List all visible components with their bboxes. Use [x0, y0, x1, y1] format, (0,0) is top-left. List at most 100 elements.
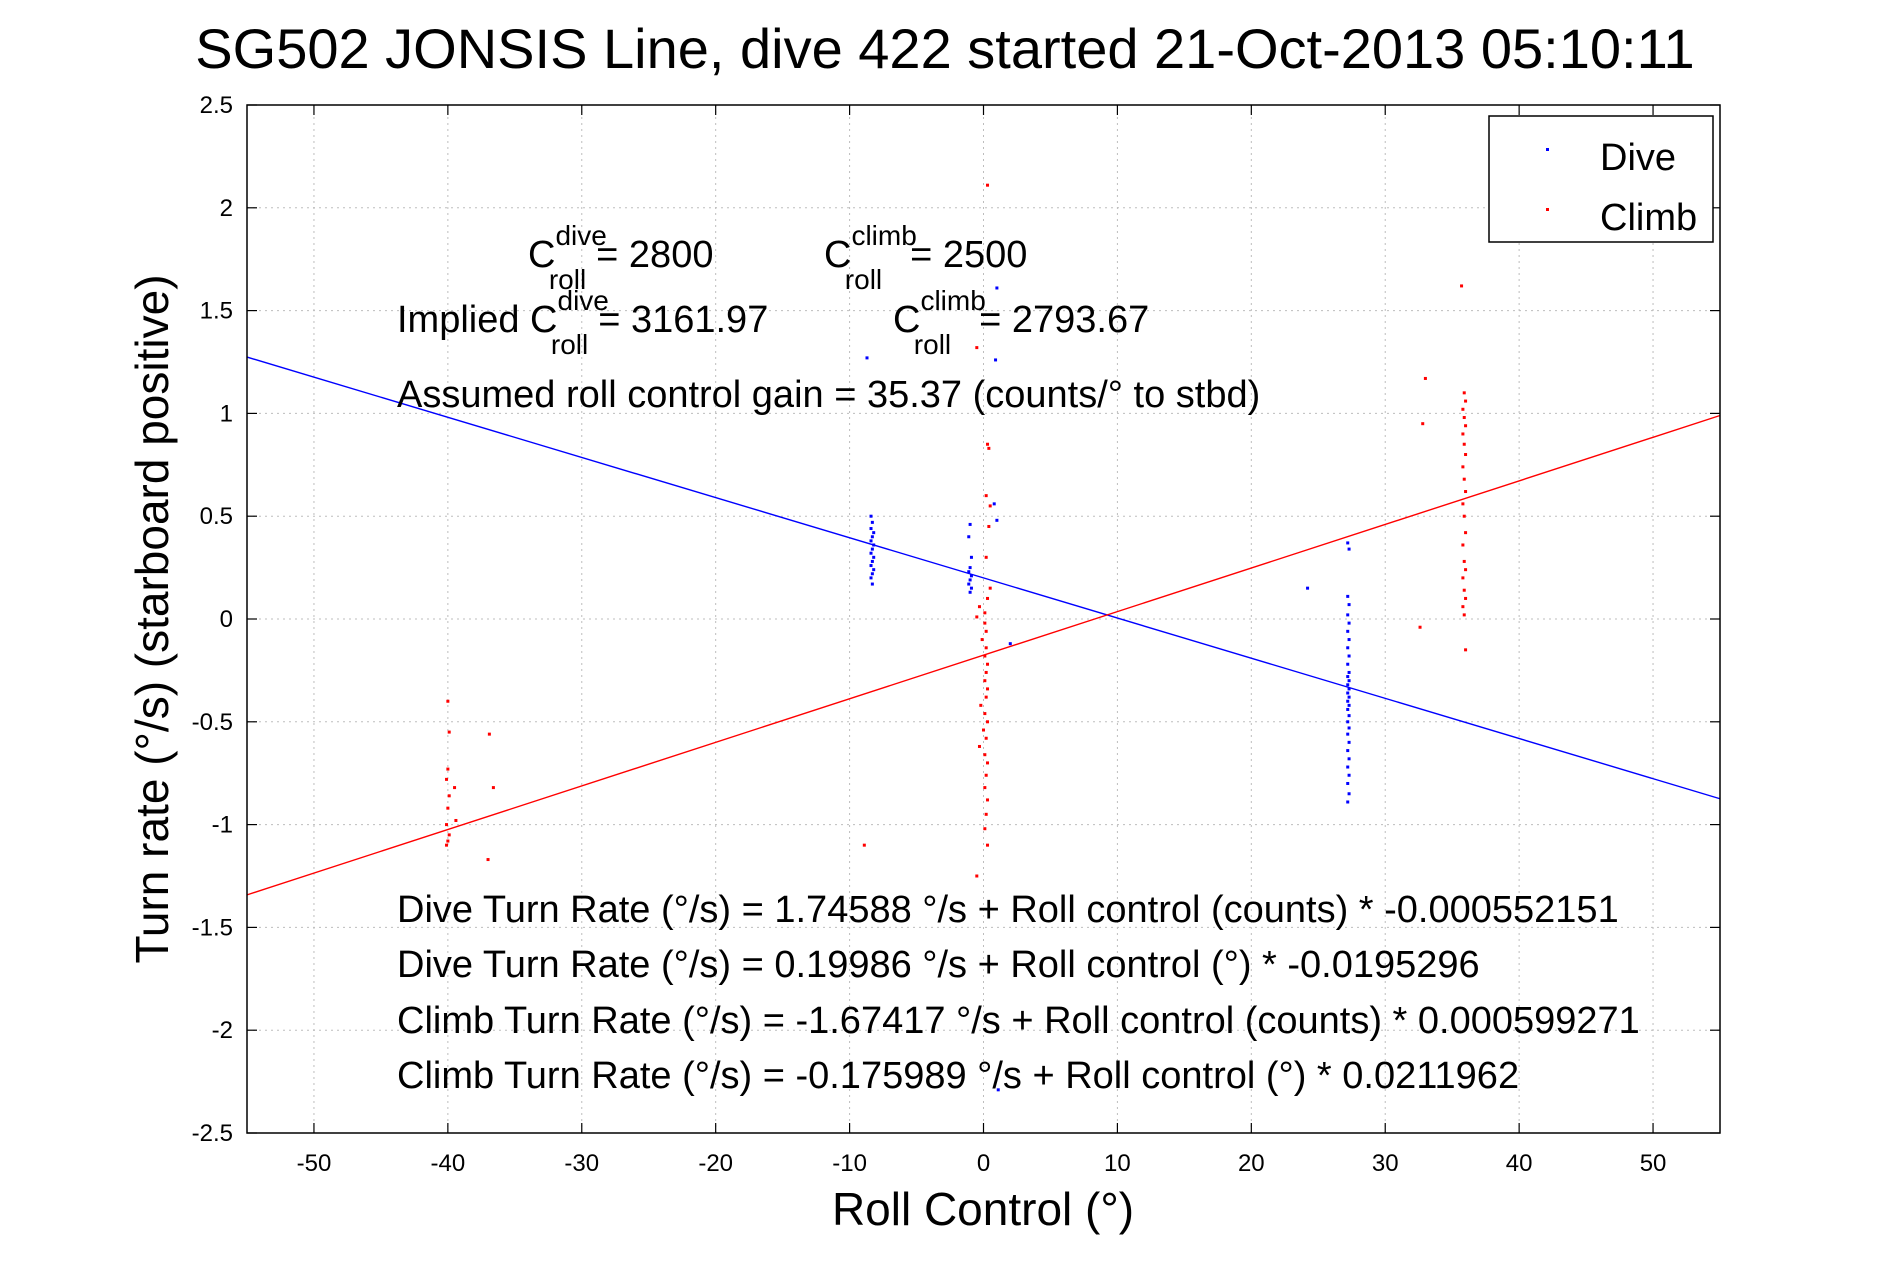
climb-point — [487, 732, 491, 736]
dive-point — [872, 531, 876, 535]
climb-point — [983, 786, 987, 790]
climb-point — [1421, 422, 1425, 426]
dive-point — [1347, 726, 1351, 730]
dive-point — [869, 539, 873, 543]
y-axis-label: Turn rate (°/s) (starboard positive) — [126, 274, 178, 963]
climb-point — [446, 699, 450, 703]
dive-point — [968, 522, 972, 526]
y-tick-label: 1.5 — [200, 298, 233, 325]
dive-point — [1346, 732, 1350, 736]
dive-point — [967, 535, 971, 539]
dive-point — [1008, 642, 1012, 646]
climb-point — [982, 728, 985, 732]
dive-point — [1347, 703, 1351, 707]
climb-point — [1462, 613, 1466, 617]
climb-point — [1418, 625, 1422, 629]
y-tick-label: -2 — [212, 1017, 233, 1044]
climb-point — [977, 605, 981, 609]
dive-point — [1346, 662, 1350, 666]
dive-point — [1347, 670, 1351, 674]
implied-c-roll-dive: Implied Cdive roll= 3161.97 — [397, 285, 768, 360]
climb-point — [987, 446, 991, 450]
dive-point — [869, 551, 873, 555]
climb-point — [1462, 559, 1466, 563]
dive-point — [1346, 699, 1350, 703]
climb-point — [1464, 531, 1468, 535]
dive-point — [1347, 714, 1351, 718]
equation-dive-counts: Dive Turn Rate (°/s) = 1.74588 °/s + Rol… — [397, 889, 1619, 931]
dive-point — [1346, 765, 1350, 769]
dive-point — [865, 356, 869, 360]
dive-point — [1346, 800, 1350, 804]
climb-point — [1462, 477, 1466, 481]
y-tick-label: 2.5 — [200, 92, 233, 119]
equation-climb-counts: Climb Turn Rate (°/s) = -1.67417 °/s + R… — [397, 1000, 1640, 1042]
climb-point — [1462, 514, 1466, 518]
chart-title: SG502 JONSIS Line, dive 422 started 21-O… — [195, 17, 1694, 80]
dive-point — [1347, 687, 1351, 691]
dive-point — [1346, 749, 1350, 753]
dive-point — [870, 535, 874, 539]
dive-point — [1346, 594, 1350, 598]
data-points — [445, 183, 1468, 1092]
climb-point — [988, 586, 992, 590]
dive-point — [872, 568, 876, 572]
climb-point — [491, 786, 495, 790]
y-tick-label: 2 — [220, 195, 233, 222]
climb-point — [454, 818, 458, 822]
dive-point — [870, 582, 874, 586]
climb-point — [446, 767, 450, 771]
dive-point — [1347, 679, 1351, 683]
climb-point — [986, 687, 990, 691]
y-tick-label: -2.5 — [192, 1120, 233, 1147]
dive-point — [870, 559, 874, 563]
climb-point — [984, 646, 988, 650]
legend: Dive Climb — [1488, 115, 1714, 243]
climb-point — [983, 621, 987, 625]
dive-point — [870, 547, 874, 551]
climb-point — [987, 524, 991, 528]
climb-point — [986, 442, 990, 446]
climb-point — [1460, 284, 1464, 288]
climb-point — [980, 638, 984, 642]
climb-point — [986, 720, 990, 724]
climb-point — [1464, 399, 1468, 403]
climb-point — [983, 611, 987, 615]
climb-point — [862, 843, 866, 847]
dive-point — [1347, 695, 1351, 699]
series-dive — [865, 286, 1351, 1092]
y-tick-label: -0.5 — [192, 709, 233, 736]
climb-point — [1461, 407, 1465, 411]
x-tick-label: 10 — [1104, 1150, 1131, 1177]
c-roll-climb: Cclimb roll= 2500 — [824, 220, 1027, 295]
dive-point — [1347, 621, 1351, 625]
climb-point — [447, 833, 451, 837]
dive-point — [870, 520, 874, 524]
x-tick-label: -40 — [431, 1150, 466, 1177]
dive-point — [1347, 740, 1351, 744]
climb-point — [1461, 605, 1465, 609]
assumed-gain: Assumed roll control gain = 35.37 (count… — [397, 374, 1260, 416]
y-tick-label: 1 — [220, 400, 233, 427]
x-tick-label: -50 — [297, 1150, 332, 1177]
dive-point — [1346, 675, 1350, 679]
climb-point — [445, 843, 449, 847]
climb-point — [1462, 588, 1466, 592]
y-tick-label: -1.5 — [192, 914, 233, 941]
climb-point — [447, 794, 451, 798]
dive-point — [995, 518, 999, 522]
y-tick-label: 0 — [220, 606, 233, 633]
climb-point — [1461, 432, 1465, 436]
dive-point — [869, 576, 873, 580]
dive-point — [1346, 629, 1350, 633]
x-tick-label: 30 — [1372, 1150, 1399, 1177]
climb-point — [1461, 543, 1465, 547]
x-tick-label: -30 — [564, 1150, 599, 1177]
climb-point — [1461, 465, 1465, 469]
climb-point — [979, 703, 983, 707]
dive-point — [1346, 707, 1350, 711]
climb-point — [988, 504, 992, 508]
dive-point — [1306, 586, 1310, 590]
dive-point — [1347, 654, 1351, 658]
climb-point — [446, 806, 450, 810]
